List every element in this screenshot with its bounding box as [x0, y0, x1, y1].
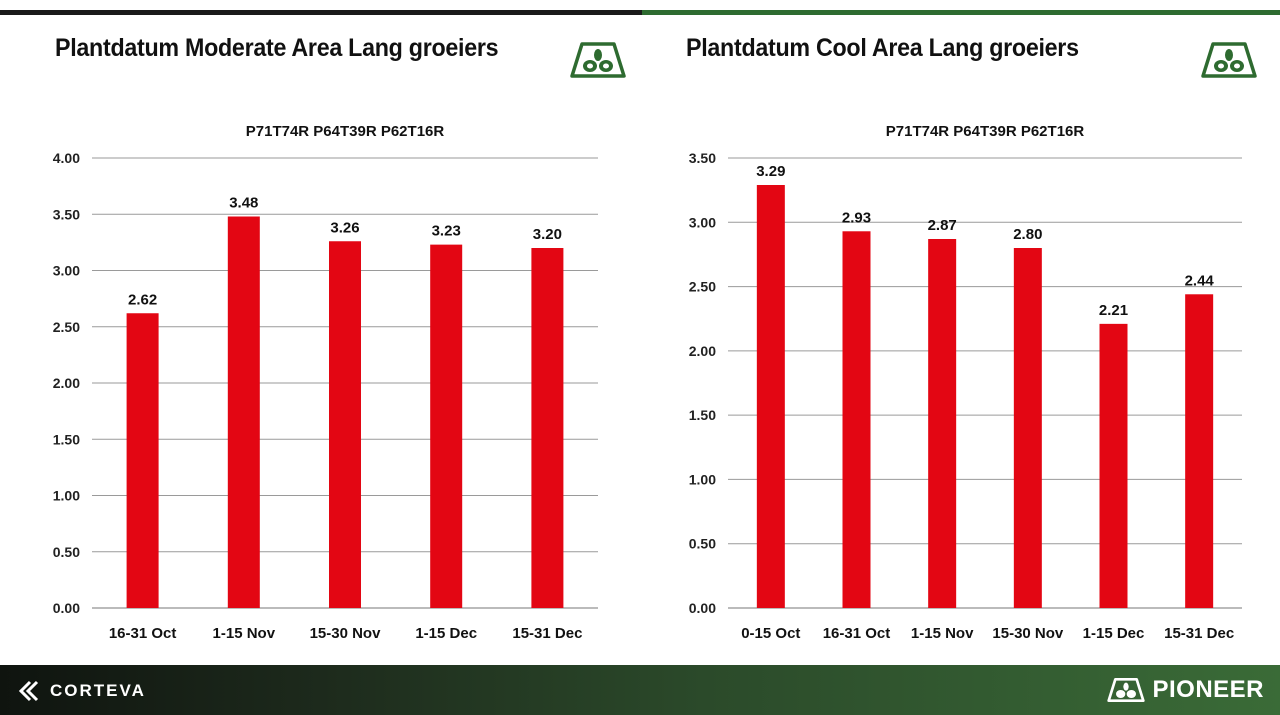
x-tick-label: 15-30 Nov	[310, 625, 382, 642]
data-label: 3.26	[330, 219, 359, 236]
y-tick-label: 0.00	[53, 600, 80, 616]
y-tick-label: 1.00	[689, 471, 716, 487]
x-tick-label: 1-15 Dec	[415, 625, 477, 642]
corteva-logo: CORTEVA	[18, 680, 146, 702]
y-tick-label: 1.50	[689, 407, 716, 423]
footer-band: CORTEVA PIONEER	[0, 665, 1280, 715]
x-tick-label: 15-31 Dec	[1164, 625, 1234, 642]
x-tick-label: 15-30 Nov	[992, 625, 1064, 642]
bar-1-15-nov	[227, 216, 260, 608]
y-tick-label: 2.50	[53, 319, 80, 335]
bar-1-15-nov	[928, 239, 957, 608]
pioneer-logo-icon	[570, 42, 626, 78]
bar-1-15-dec	[1099, 323, 1128, 608]
bar-15-31-dec	[531, 248, 564, 608]
bar-15-30-nov	[1013, 248, 1042, 608]
y-tick-label: 2.50	[689, 279, 716, 295]
data-label: 2.93	[842, 209, 871, 226]
bar-1-15-dec	[430, 244, 463, 608]
pioneer-wordmark: PIONEER	[1152, 676, 1264, 703]
y-tick-label: 3.50	[689, 150, 716, 166]
bar-15-30-nov	[329, 241, 361, 608]
data-label: 2.87	[928, 217, 957, 234]
y-tick-label: 0.50	[689, 536, 716, 552]
top-accent-bar-green	[642, 10, 1280, 15]
data-label: 2.80	[1013, 226, 1042, 243]
x-tick-label: 15-31 Dec	[512, 625, 582, 642]
y-tick-label: 4.00	[53, 150, 80, 166]
cool-area-panel: Plantdatum Cool Area Lang groeiers P71T7…	[640, 0, 1280, 665]
moderate-area-panel: Plantdatum Moderate Area Lang groeiers P…	[0, 0, 640, 665]
x-tick-label: 0-15 Oct	[741, 625, 800, 642]
data-label: 3.48	[229, 195, 258, 212]
y-tick-label: 2.00	[689, 343, 716, 359]
corteva-mark-icon	[18, 680, 39, 702]
bar-15-31-dec	[1185, 294, 1214, 608]
y-tick-label: 0.50	[53, 544, 80, 560]
panel-title: Plantdatum Moderate Area Lang groeiers	[55, 34, 499, 62]
y-tick-label: 3.50	[53, 206, 80, 222]
pioneer-logo: PIONEER	[1106, 675, 1264, 705]
corteva-wordmark: CORTEVA	[50, 681, 146, 700]
x-tick-label: 1-15 Nov	[911, 625, 974, 642]
chart-title: P71T74R P64T39R P62T16R	[886, 123, 1085, 140]
data-label: 2.21	[1099, 302, 1128, 319]
y-tick-label: 1.00	[53, 488, 80, 504]
x-tick-label: 16-31 Oct	[823, 625, 891, 642]
moderate-area-bar-chart: P71T74R P64T39R P62T16R 0.00 0.50 1.00 1.50 2…	[53, 123, 598, 642]
data-label: 3.23	[432, 223, 461, 240]
panel-title: Plantdatum Cool Area Lang groeiers	[686, 34, 1079, 62]
chart-title: P71T74R P64T39R P62T16R	[246, 123, 445, 140]
data-label: 2.62	[128, 291, 157, 308]
pioneer-logo-icon	[1201, 42, 1257, 78]
x-tick-label: 16-31 Oct	[109, 625, 177, 642]
y-tick-label: 1.50	[53, 431, 80, 447]
top-accent-bar-dark	[0, 10, 642, 15]
data-label: 3.20	[533, 226, 562, 243]
y-tick-label: 3.00	[53, 263, 80, 279]
x-tick-label: 1-15 Nov	[213, 625, 276, 642]
y-tick-label: 3.00	[689, 214, 716, 230]
x-tick-label: 1-15 Dec	[1083, 625, 1145, 642]
pioneer-mark-icon	[1107, 678, 1146, 703]
data-label: 2.44	[1185, 272, 1215, 289]
bar-16-31-oct	[126, 313, 159, 608]
y-tick-label: 0.00	[689, 600, 716, 616]
bar-16-31-oct	[842, 231, 871, 609]
y-tick-label: 2.00	[53, 375, 80, 391]
data-label: 3.29	[756, 163, 785, 180]
bar-0-15-oct	[756, 185, 785, 608]
cool-area-bar-chart: P71T74R P64T39R P62T16R 0.00 0.50 1.00 1.50 2…	[689, 123, 1242, 642]
